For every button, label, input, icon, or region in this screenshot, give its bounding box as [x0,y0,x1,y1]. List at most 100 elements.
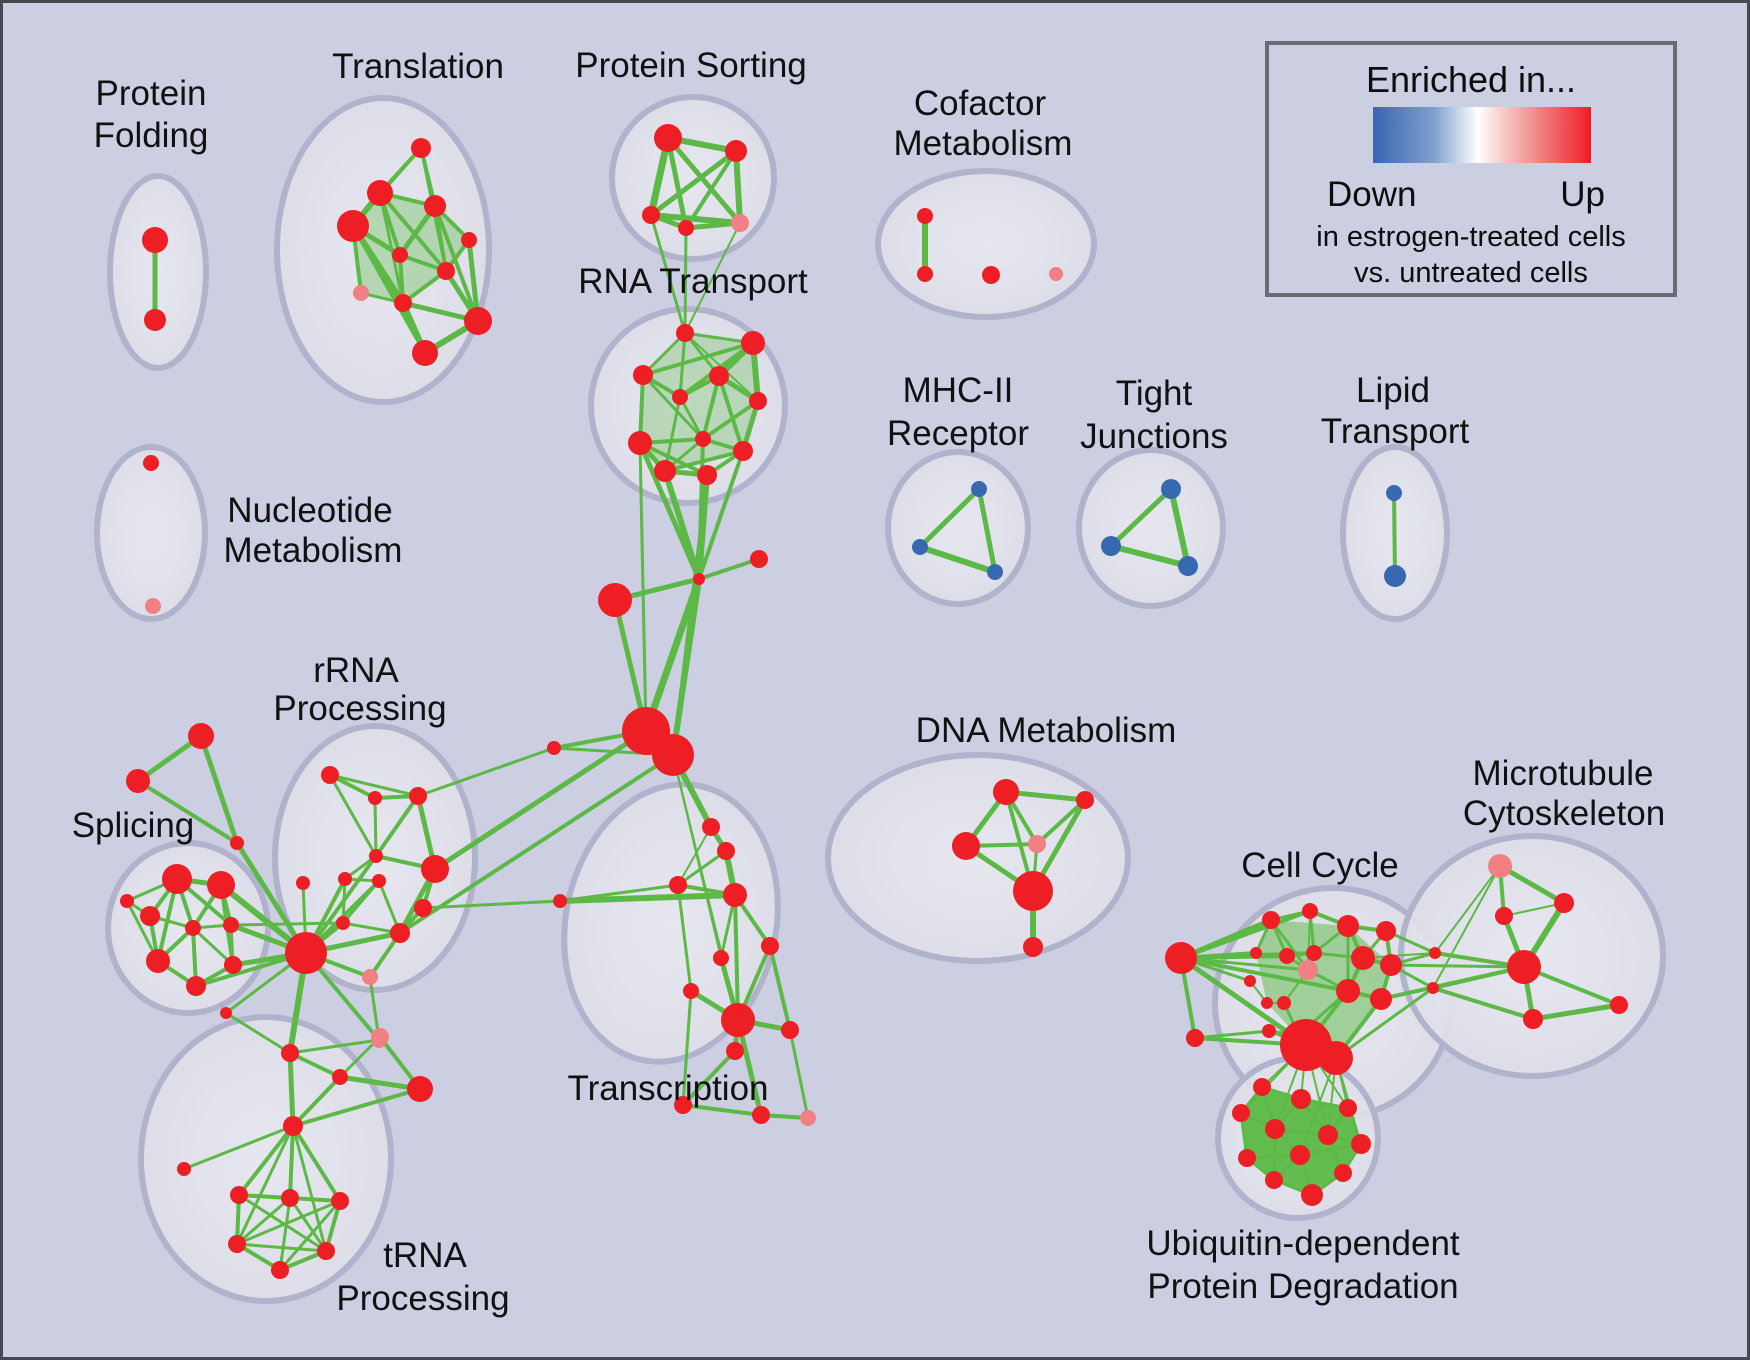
network-edge [1503,902,1565,917]
network-node [338,872,352,886]
network-node [628,431,652,455]
network-node [749,392,767,410]
network-node [1339,1099,1357,1117]
network-node [207,871,235,899]
network-node [362,969,378,985]
network-node [223,917,239,933]
network-edge [976,486,998,575]
cluster-label-nucleotide-metabolism: Nucleotide [227,491,392,530]
network-node [1165,942,1197,974]
network-node [412,340,438,366]
cluster-label-trna-processing: tRNA [383,1236,467,1275]
network-edge [1334,986,1435,1060]
legend-down-label: Down [1327,175,1417,214]
network-node [669,876,687,894]
network-node [146,949,170,973]
network-node [120,894,134,908]
network-edge [681,1049,737,1107]
network-node [1554,893,1574,913]
network-edge [697,557,761,581]
network-edge [288,1196,328,1253]
network-edge [1392,491,1397,578]
network-edge [1108,486,1174,549]
network-edge [237,1193,328,1253]
network-node [642,206,660,224]
cluster-label-splicing: Splicing [72,806,195,845]
network-node [553,894,567,908]
network-node [336,916,350,930]
network-edge [648,148,739,218]
network-node [424,195,446,217]
network-node [1334,1164,1352,1182]
network-node [1319,1041,1353,1075]
network-node [1178,556,1198,576]
network-node [230,836,244,850]
cluster-label-ubiquitin-dependent-protein-degradation: Ubiquitin-dependent [1146,1224,1460,1263]
network-node [317,1242,335,1260]
network-node [1298,960,1318,980]
network-node [1337,915,1359,937]
network-edge [641,373,705,441]
network-node [654,124,682,152]
network-node [654,460,676,482]
network-node [1279,948,1295,964]
network-node [713,950,729,966]
network-node [337,210,369,242]
cluster-ellipse-mhc-ii-receptor [885,449,1031,607]
cluster-ellipse-nucleotide-metabolism [94,444,208,622]
network-node [411,138,431,158]
network-edge [374,794,420,858]
network-node [1290,1145,1310,1165]
network-edge [665,135,743,226]
network-edge [291,1124,342,1203]
network-edge [672,754,739,1021]
network-edge [398,753,675,935]
network-node [1336,979,1360,1003]
network-node [982,266,1000,284]
network-edge [733,893,740,1022]
network-node [414,899,432,917]
network-node [332,1069,348,1085]
network-node [1507,950,1541,984]
network-node [709,366,729,386]
cluster-ellipse-protein-sorting [609,94,777,262]
network-node [331,1192,349,1210]
network-node [952,832,980,860]
network-node [188,723,214,749]
cluster-label-dna-metabolism: DNA Metabolism [916,711,1177,750]
network-node [186,976,206,996]
network-node [633,365,653,385]
network-edge [328,773,378,858]
network-edge [1530,1002,1622,1022]
network-node [390,923,410,943]
network-edge [234,840,309,956]
network-node [220,1007,232,1019]
network-node [162,864,192,894]
cluster-label-rrna-processing: rRNA [313,651,399,690]
network-edge [1299,1057,1337,1156]
network-node [1262,1024,1276,1038]
cluster-label-tight-junctions: Junctions [1080,417,1228,456]
network-edge [328,773,420,798]
network-node [1028,835,1046,853]
network-node [1301,1184,1323,1206]
network-edge [432,728,649,872]
network-edge [1179,956,1350,993]
network-node [1076,791,1094,809]
network-edge [416,746,556,798]
cluster-label-lipid-transport: Lipid [1356,371,1430,410]
network-node [672,389,688,405]
network-node [1265,1171,1283,1189]
network-edge [341,879,381,925]
network-node [409,787,427,805]
network-edge [191,926,235,967]
network-edge [662,468,702,582]
network-node [140,906,160,926]
network-node [598,583,632,617]
network-node [321,766,339,784]
network-edge [378,191,448,273]
network-node [1523,1009,1543,1029]
network-edge [278,1199,342,1272]
network-edge [683,226,688,335]
